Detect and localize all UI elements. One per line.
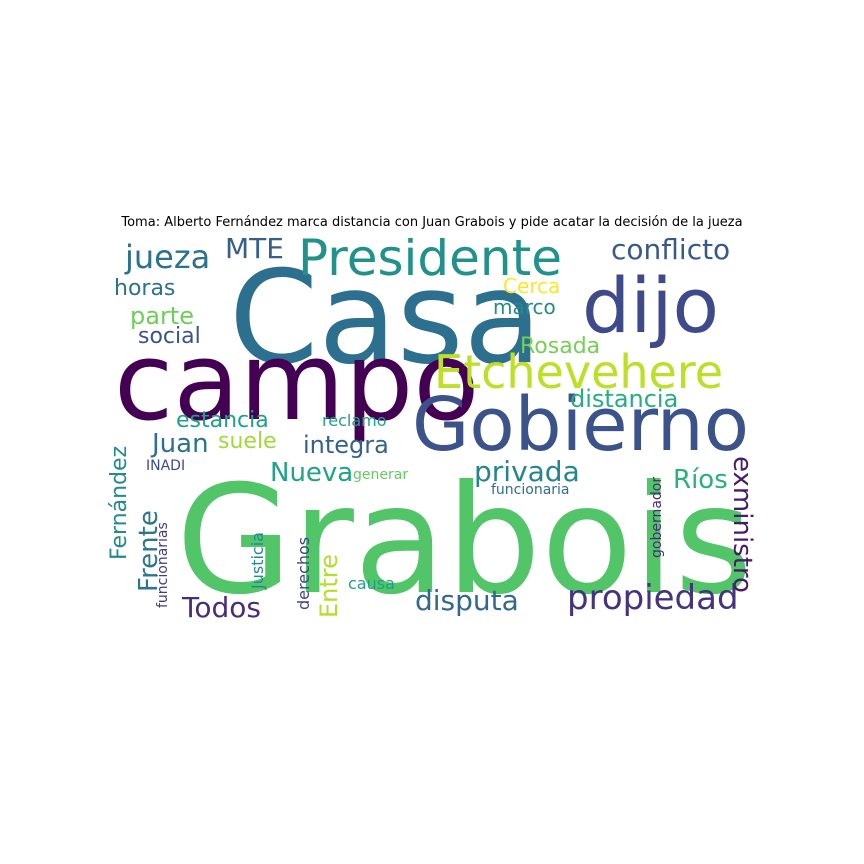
word-funcionaria: funcionaria: [491, 482, 570, 498]
figure-title: Toma: Alberto Fernández marca distancia …: [121, 215, 743, 230]
word-rosada: Rosada: [520, 334, 601, 359]
word-rios: Ríos: [673, 465, 728, 495]
word-suele: suele: [218, 429, 277, 454]
word-campo: campo: [114, 320, 480, 445]
word-gobierno: Gobierno: [412, 382, 749, 468]
word-exministro: exministro: [727, 456, 757, 593]
word-distancia: distancia: [570, 385, 679, 413]
word-juan: Juan: [152, 429, 209, 459]
word-todos: Todos: [182, 591, 261, 624]
word-nueva: Nueva: [270, 458, 354, 488]
word-conflicto: conflicto: [611, 238, 731, 266]
word-mte: MTE: [225, 238, 284, 265]
word-fernandez: Fernández: [108, 445, 132, 560]
word-integra: integra: [303, 431, 389, 459]
word-estancia: estancia: [176, 408, 269, 433]
word-privada: privada: [474, 455, 580, 488]
word-disputa: disputa: [415, 584, 519, 617]
word-jueza: jueza: [125, 238, 211, 276]
word-propiedad: propiedad: [567, 578, 739, 618]
word-parte: parte: [130, 302, 194, 330]
word-entre: Entre: [315, 554, 343, 618]
word-etchevehere: Etchevehere: [434, 345, 724, 399]
word-cerca: Cerca: [503, 274, 561, 298]
word-reclamo: reclamo: [322, 411, 387, 430]
word-inadi: INADI: [146, 458, 186, 474]
word-social: social: [138, 324, 201, 349]
word-grabois: Grabois: [176, 454, 753, 628]
word-gobernador: gobernador: [649, 476, 665, 558]
word-derechos: derechos: [294, 536, 313, 610]
word-casa: Casa: [229, 244, 542, 393]
word-presidente: Presidente: [298, 238, 562, 287]
word-horas: horas: [114, 276, 176, 301]
word-funcionarias: funcionarias: [155, 522, 171, 608]
word-causa: causa: [348, 574, 395, 593]
word-marco: marco: [493, 295, 556, 319]
word-dijo: dijo: [582, 261, 719, 350]
word-cloud: Grabois Casa campo dijo Gobierno Preside…: [108, 238, 782, 638]
word-generar: generar: [353, 467, 409, 483]
word-justicia: Justicia: [248, 532, 267, 589]
